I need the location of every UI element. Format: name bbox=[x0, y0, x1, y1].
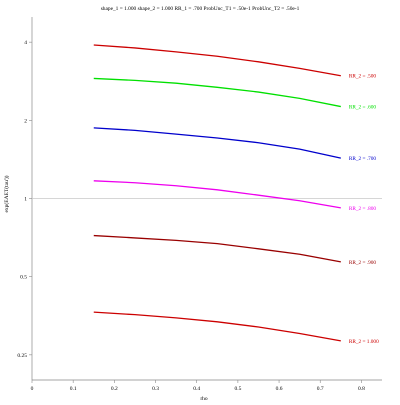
series-label-4: RR_2 = .800 bbox=[349, 206, 377, 212]
x-axis-label: rho bbox=[200, 396, 208, 400]
series-line-6 bbox=[93, 311, 341, 342]
series-labels-layer: RR_2 = .500 RR_2 = .600 RR_2 = .700 RR_2 = … bbox=[349, 74, 379, 345]
x-tick-label: 0.3 bbox=[152, 386, 159, 392]
x-tick-label: 0.2 bbox=[111, 386, 118, 392]
y-tick-label: 2 bbox=[24, 118, 27, 124]
series-line-5 bbox=[93, 234, 341, 263]
y-tick-label: 0.5 bbox=[20, 275, 27, 281]
series-label-6: RR_2 = 1.000 bbox=[349, 339, 379, 345]
series-label-1: RR_2 = .500 bbox=[349, 74, 377, 80]
y-tick-label: 1 bbox=[24, 197, 27, 203]
series-layer bbox=[93, 44, 341, 342]
x-tick-label: 0.6 bbox=[276, 386, 283, 392]
y-tick-label: 4 bbox=[24, 40, 27, 46]
y-axis-label: exp(EAET(tau')) bbox=[3, 175, 10, 212]
x-tick-label: 0.4 bbox=[193, 386, 200, 392]
series-line-4 bbox=[93, 180, 341, 209]
series-line-1 bbox=[93, 44, 341, 77]
x-tick-label: 0.7 bbox=[317, 386, 324, 392]
series-label-3: RR_2 = .700 bbox=[349, 156, 377, 162]
series-label-5: RR_2 = .900 bbox=[349, 260, 377, 266]
series-label-2: RR_2 = .600 bbox=[349, 105, 377, 111]
series-line-2 bbox=[93, 77, 341, 108]
y-tick-label: 0.25 bbox=[17, 353, 27, 359]
axes-layer: 0 0.1 0.2 0.3 0.4 0.5 0.6 0.7 0.8 0.25 0.5 1 2 4 bbox=[17, 17, 382, 392]
x-tick-label: 0.1 bbox=[70, 386, 77, 392]
series-line-3 bbox=[93, 127, 341, 159]
x-tick-label: 0 bbox=[31, 386, 34, 392]
x-tick-label: 0.5 bbox=[234, 386, 241, 392]
x-tick-label: 0.8 bbox=[358, 386, 365, 392]
chart-title: shape_1 = 1.000 shape_2 = 1.000 RR_1 = .… bbox=[101, 6, 300, 12]
